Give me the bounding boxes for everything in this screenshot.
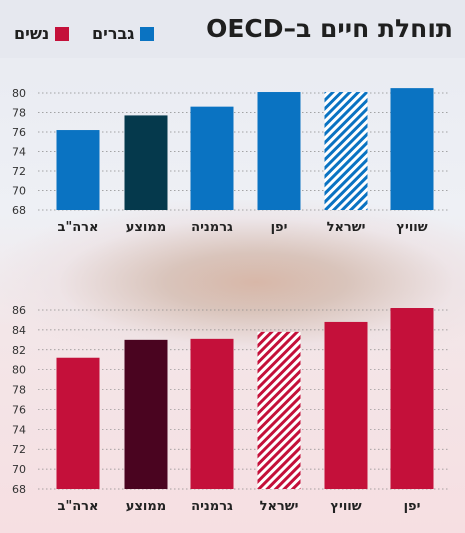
y-tick-label: 70 xyxy=(12,185,26,198)
y-tick-label: 72 xyxy=(12,165,26,178)
category-label: ישראל xyxy=(327,220,366,235)
legend-women-swatch xyxy=(55,26,70,41)
bar-4 xyxy=(324,321,368,489)
y-tick-label: 76 xyxy=(12,403,26,416)
bar-1 xyxy=(124,115,168,210)
y-tick-label: 74 xyxy=(12,423,26,436)
bar-2 xyxy=(190,338,234,489)
legend-women-label: נשים xyxy=(14,24,50,43)
category-label: ישראל xyxy=(260,499,299,514)
bar-3 xyxy=(257,331,301,489)
category-label: ארה"ב xyxy=(58,499,99,514)
chart-title: תוחלת חיים ב–OECD xyxy=(206,14,453,43)
y-tick-label: 76 xyxy=(12,126,26,139)
women-bar-chart: 68 70 72 74 76 78 80 82 84 86 ארה"ב ממוצע גרמניה ישרא… xyxy=(12,304,450,514)
category-label: ממוצע xyxy=(126,499,166,514)
bar-0 xyxy=(56,130,100,210)
y-tick-label: 86 xyxy=(12,304,26,317)
y-tick-label: 72 xyxy=(12,443,26,456)
bar-5 xyxy=(390,308,434,489)
legend-men: גברים xyxy=(92,24,155,43)
bar-1 xyxy=(124,339,168,489)
category-label: יפן xyxy=(404,499,421,514)
bar-4 xyxy=(324,92,368,210)
y-tick-label: 84 xyxy=(12,324,26,337)
y-tick-label: 74 xyxy=(12,146,26,159)
hands-background-image xyxy=(0,200,465,350)
category-label: ממוצע xyxy=(126,220,166,235)
category-label: גרמניה xyxy=(191,499,233,514)
bar-3 xyxy=(257,92,301,210)
category-label: שוויץ xyxy=(396,220,427,235)
header-bar: תוחלת חיים ב–OECD גברים נשים xyxy=(0,0,465,58)
category-label: יפן xyxy=(271,220,288,235)
men-bar-chart: 68 70 72 74 76 78 80 ארה"ב ממוצע גרמניה יפן ישראל שו… xyxy=(12,87,450,235)
y-tick-label: 68 xyxy=(12,483,26,496)
category-label: שוויץ xyxy=(330,499,361,514)
y-tick-label: 82 xyxy=(12,344,26,357)
y-tick-label: 68 xyxy=(12,204,26,217)
bar-5 xyxy=(390,88,434,210)
category-label: ארה"ב xyxy=(58,220,99,235)
y-tick-label: 70 xyxy=(12,463,26,476)
bar-0 xyxy=(56,357,100,489)
category-label: גרמניה xyxy=(191,220,233,235)
legend-men-label: גברים xyxy=(92,24,135,43)
y-tick-label: 78 xyxy=(12,107,26,120)
legend-women: נשים xyxy=(14,24,70,43)
legend-men-swatch xyxy=(140,26,155,41)
bar-2 xyxy=(190,106,234,210)
y-tick-label: 80 xyxy=(12,87,26,100)
y-tick-label: 80 xyxy=(12,364,26,377)
y-tick-label: 78 xyxy=(12,384,26,397)
